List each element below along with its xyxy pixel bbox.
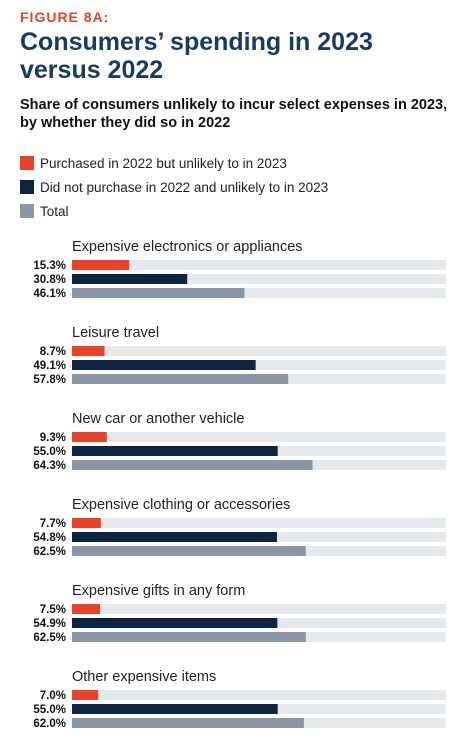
data-label: 54.8% [33,532,66,544]
bar-track [72,690,446,700]
bar-not_purchased [72,360,256,370]
bar-track [72,260,446,270]
bar-not_purchased [72,618,278,628]
bar-purchased [72,690,99,700]
category-label: Leisure travel [72,325,159,341]
bar-track [72,288,446,298]
data-label: 62.5% [33,546,66,558]
legend-label-purchased: Purchased in 2022 but unlikely to in 202… [40,155,287,171]
data-label: 57.8% [33,374,66,386]
legend-label-not-purchased: Did not purchase in 2022 and unlikely to… [40,179,329,195]
chart-title: Consumers’ spending in 2023 versus 2022 [20,28,373,84]
legend-item-not-purchased: Did not purchase in 2022 and unlikely to… [20,175,328,199]
legend-swatch-purchased [20,156,34,170]
bar-not_purchased [72,704,278,714]
bar-total [72,460,313,470]
data-label: 55.0% [33,704,66,716]
bar-track [72,518,446,528]
data-label: 7.5% [40,604,66,616]
data-label: 7.0% [40,690,66,702]
data-label: 46.1% [33,288,66,300]
data-label: 8.7% [40,346,66,358]
category-label: Expensive electronics or appliances [72,239,303,255]
bar-total [72,546,306,556]
bar-purchased [72,260,130,270]
bar-purchased [72,432,107,442]
data-label: 62.0% [33,718,66,730]
data-label: 15.3% [33,260,66,272]
legend-label-total: Total [40,203,69,219]
bar-track [72,346,446,356]
bar-total [72,718,304,728]
category-label: Expensive clothing or accessories [72,497,290,513]
bar-total [72,374,289,384]
bar-purchased [72,604,101,614]
bar-purchased [72,518,101,528]
bar-total [72,632,306,642]
bar-track [72,604,446,614]
legend-swatch-not-purchased [20,180,34,194]
bar-track [72,432,446,442]
data-label: 49.1% [33,360,66,372]
data-label: 62.5% [33,632,66,644]
category-label: New car or another vehicle [72,411,244,427]
data-label: 30.8% [33,274,66,286]
bar-track [72,360,446,370]
legend: Purchased in 2022 but unlikely to in 202… [20,151,328,223]
data-label: 55.0% [33,446,66,458]
legend-item-total: Total [20,199,328,223]
legend-item-purchased: Purchased in 2022 but unlikely to in 202… [20,151,328,175]
category-label: Expensive gifts in any form [72,583,245,599]
bar-purchased [72,346,105,356]
bar-track [72,274,446,284]
bar-not_purchased [72,446,278,456]
bar-not_purchased [72,274,188,284]
data-label: 64.3% [33,460,66,472]
data-label: 9.3% [40,432,66,444]
legend-swatch-total [20,204,34,218]
chart-subtitle: Share of consumers unlikely to incur sel… [20,97,448,131]
figure-label: FIGURE 8A: [20,9,110,25]
data-label: 54.9% [33,618,66,630]
bar-not_purchased [72,532,277,542]
category-label: Other expensive items [72,669,216,685]
data-label: 7.7% [40,518,66,530]
bar-total [72,288,245,298]
